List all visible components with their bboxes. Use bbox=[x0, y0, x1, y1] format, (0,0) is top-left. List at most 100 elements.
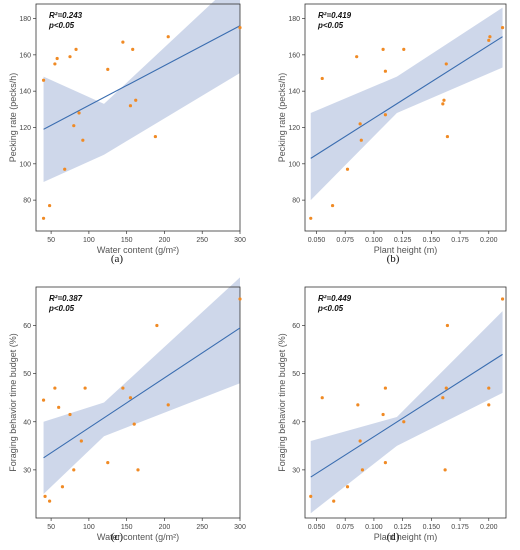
y-tick-label: 30 bbox=[292, 467, 300, 474]
x-tick-label: 300 bbox=[234, 524, 246, 531]
data-point bbox=[445, 134, 450, 139]
x-tick-label: 0.125 bbox=[394, 237, 412, 244]
data-point bbox=[238, 26, 242, 30]
y-tick-label: 180 bbox=[288, 16, 300, 23]
data-point bbox=[77, 111, 81, 115]
panel-caption: (b) bbox=[387, 253, 400, 265]
x-tick-label: 150 bbox=[121, 524, 133, 531]
y-tick-label: 120 bbox=[19, 125, 31, 132]
x-tick-label: 0.075 bbox=[336, 524, 354, 531]
y-tick-label: 40 bbox=[23, 419, 31, 426]
data-point bbox=[106, 461, 110, 465]
x-tick-label: 250 bbox=[196, 524, 208, 531]
data-point bbox=[68, 55, 72, 59]
x-tick-label: 300 bbox=[234, 237, 246, 244]
data-point bbox=[132, 422, 136, 426]
x-tick-label: 0.175 bbox=[451, 524, 469, 531]
y-axis-label: Foraging behavior time budget (%) bbox=[8, 333, 18, 472]
confidence-band bbox=[43, 277, 240, 494]
p-value-label: p<0.05 bbox=[317, 304, 344, 313]
fit-line bbox=[310, 36, 503, 159]
data-point bbox=[309, 494, 313, 498]
x-tick-label: 0.175 bbox=[451, 237, 469, 244]
x-tick-label: 150 bbox=[121, 237, 133, 244]
data-point bbox=[63, 167, 67, 171]
y-tick-label: 50 bbox=[292, 371, 300, 378]
data-point bbox=[320, 76, 324, 81]
data-point bbox=[355, 55, 359, 59]
data-point bbox=[381, 412, 385, 417]
plot-frame bbox=[304, 286, 507, 519]
y-tick-label: 140 bbox=[288, 89, 300, 96]
fit-line bbox=[43, 25, 241, 130]
data-point bbox=[79, 439, 83, 443]
data-point bbox=[383, 461, 387, 465]
y-axis-label: Foraging behavior time budget (%) bbox=[277, 333, 287, 472]
data-point bbox=[48, 203, 52, 208]
x-tick-label: 0.100 bbox=[365, 237, 383, 244]
r-squared-label: R²=0.449 bbox=[318, 294, 352, 303]
panel-caption: (d) bbox=[387, 531, 400, 543]
data-point bbox=[106, 67, 110, 71]
data-point bbox=[43, 494, 47, 498]
x-tick-label: 0.200 bbox=[480, 524, 498, 531]
data-point bbox=[345, 167, 350, 171]
data-point bbox=[131, 47, 135, 52]
r-squared-label: R²=0.419 bbox=[318, 11, 352, 20]
x-tick-label: 50 bbox=[47, 237, 55, 244]
panel-caption: (c) bbox=[111, 531, 124, 543]
data-point bbox=[359, 138, 363, 142]
data-point bbox=[153, 134, 157, 139]
data-point bbox=[55, 56, 59, 61]
data-point bbox=[309, 216, 313, 220]
data-point bbox=[358, 439, 362, 443]
data-point bbox=[444, 62, 448, 66]
x-tick-label: 200 bbox=[159, 237, 171, 244]
data-point bbox=[166, 403, 170, 407]
p-value-label: p<0.05 bbox=[317, 21, 344, 30]
data-point bbox=[500, 297, 505, 301]
data-point bbox=[383, 386, 387, 390]
y-tick-label: 80 bbox=[292, 198, 300, 205]
data-point bbox=[345, 485, 350, 489]
data-point bbox=[488, 35, 492, 39]
panel-c: 50 100 150 200 250 300 30 40 50 60 Water content (… bbox=[8, 277, 246, 543]
panel-d: 0.050 0.075 0.100 0.125 0.150 0.175 0.200 30 40 5… bbox=[277, 286, 507, 543]
confidence-band bbox=[43, 0, 240, 182]
y-tick-label: 120 bbox=[288, 125, 300, 132]
data-point bbox=[53, 62, 57, 66]
x-tick-label: 250 bbox=[196, 237, 208, 244]
data-point bbox=[121, 40, 125, 44]
data-point bbox=[41, 398, 46, 402]
y-tick-label: 180 bbox=[19, 16, 31, 23]
x-tick-label: 0.150 bbox=[423, 524, 441, 531]
plot-frame bbox=[35, 286, 241, 519]
data-point bbox=[41, 216, 46, 220]
x-tick-label: 200 bbox=[159, 524, 171, 531]
data-point bbox=[48, 499, 52, 503]
data-point bbox=[443, 468, 447, 472]
r-squared-label: R²=0.243 bbox=[49, 11, 83, 20]
confidence-band bbox=[310, 311, 503, 514]
x-axis-label: Plant height (m) bbox=[374, 245, 438, 255]
data-point bbox=[358, 122, 362, 126]
data-point bbox=[441, 102, 445, 106]
data-point bbox=[41, 78, 46, 82]
y-tick-label: 160 bbox=[288, 52, 300, 59]
data-point bbox=[128, 396, 133, 400]
y-tick-label: 60 bbox=[23, 323, 31, 330]
x-tick-label: 0.100 bbox=[365, 524, 383, 531]
data-point bbox=[330, 203, 335, 208]
data-point bbox=[360, 468, 365, 472]
panel-caption: (a) bbox=[111, 253, 124, 265]
data-point bbox=[383, 69, 387, 73]
data-point bbox=[487, 403, 491, 407]
x-tick-label: 0.150 bbox=[423, 237, 441, 244]
confidence-band bbox=[310, 7, 503, 201]
y-axis-label: Pecking rate (pecks/h) bbox=[8, 73, 18, 163]
x-tick-label: 0.050 bbox=[308, 524, 326, 531]
x-tick-label: 0.075 bbox=[336, 237, 354, 244]
y-tick-label: 60 bbox=[292, 323, 300, 330]
